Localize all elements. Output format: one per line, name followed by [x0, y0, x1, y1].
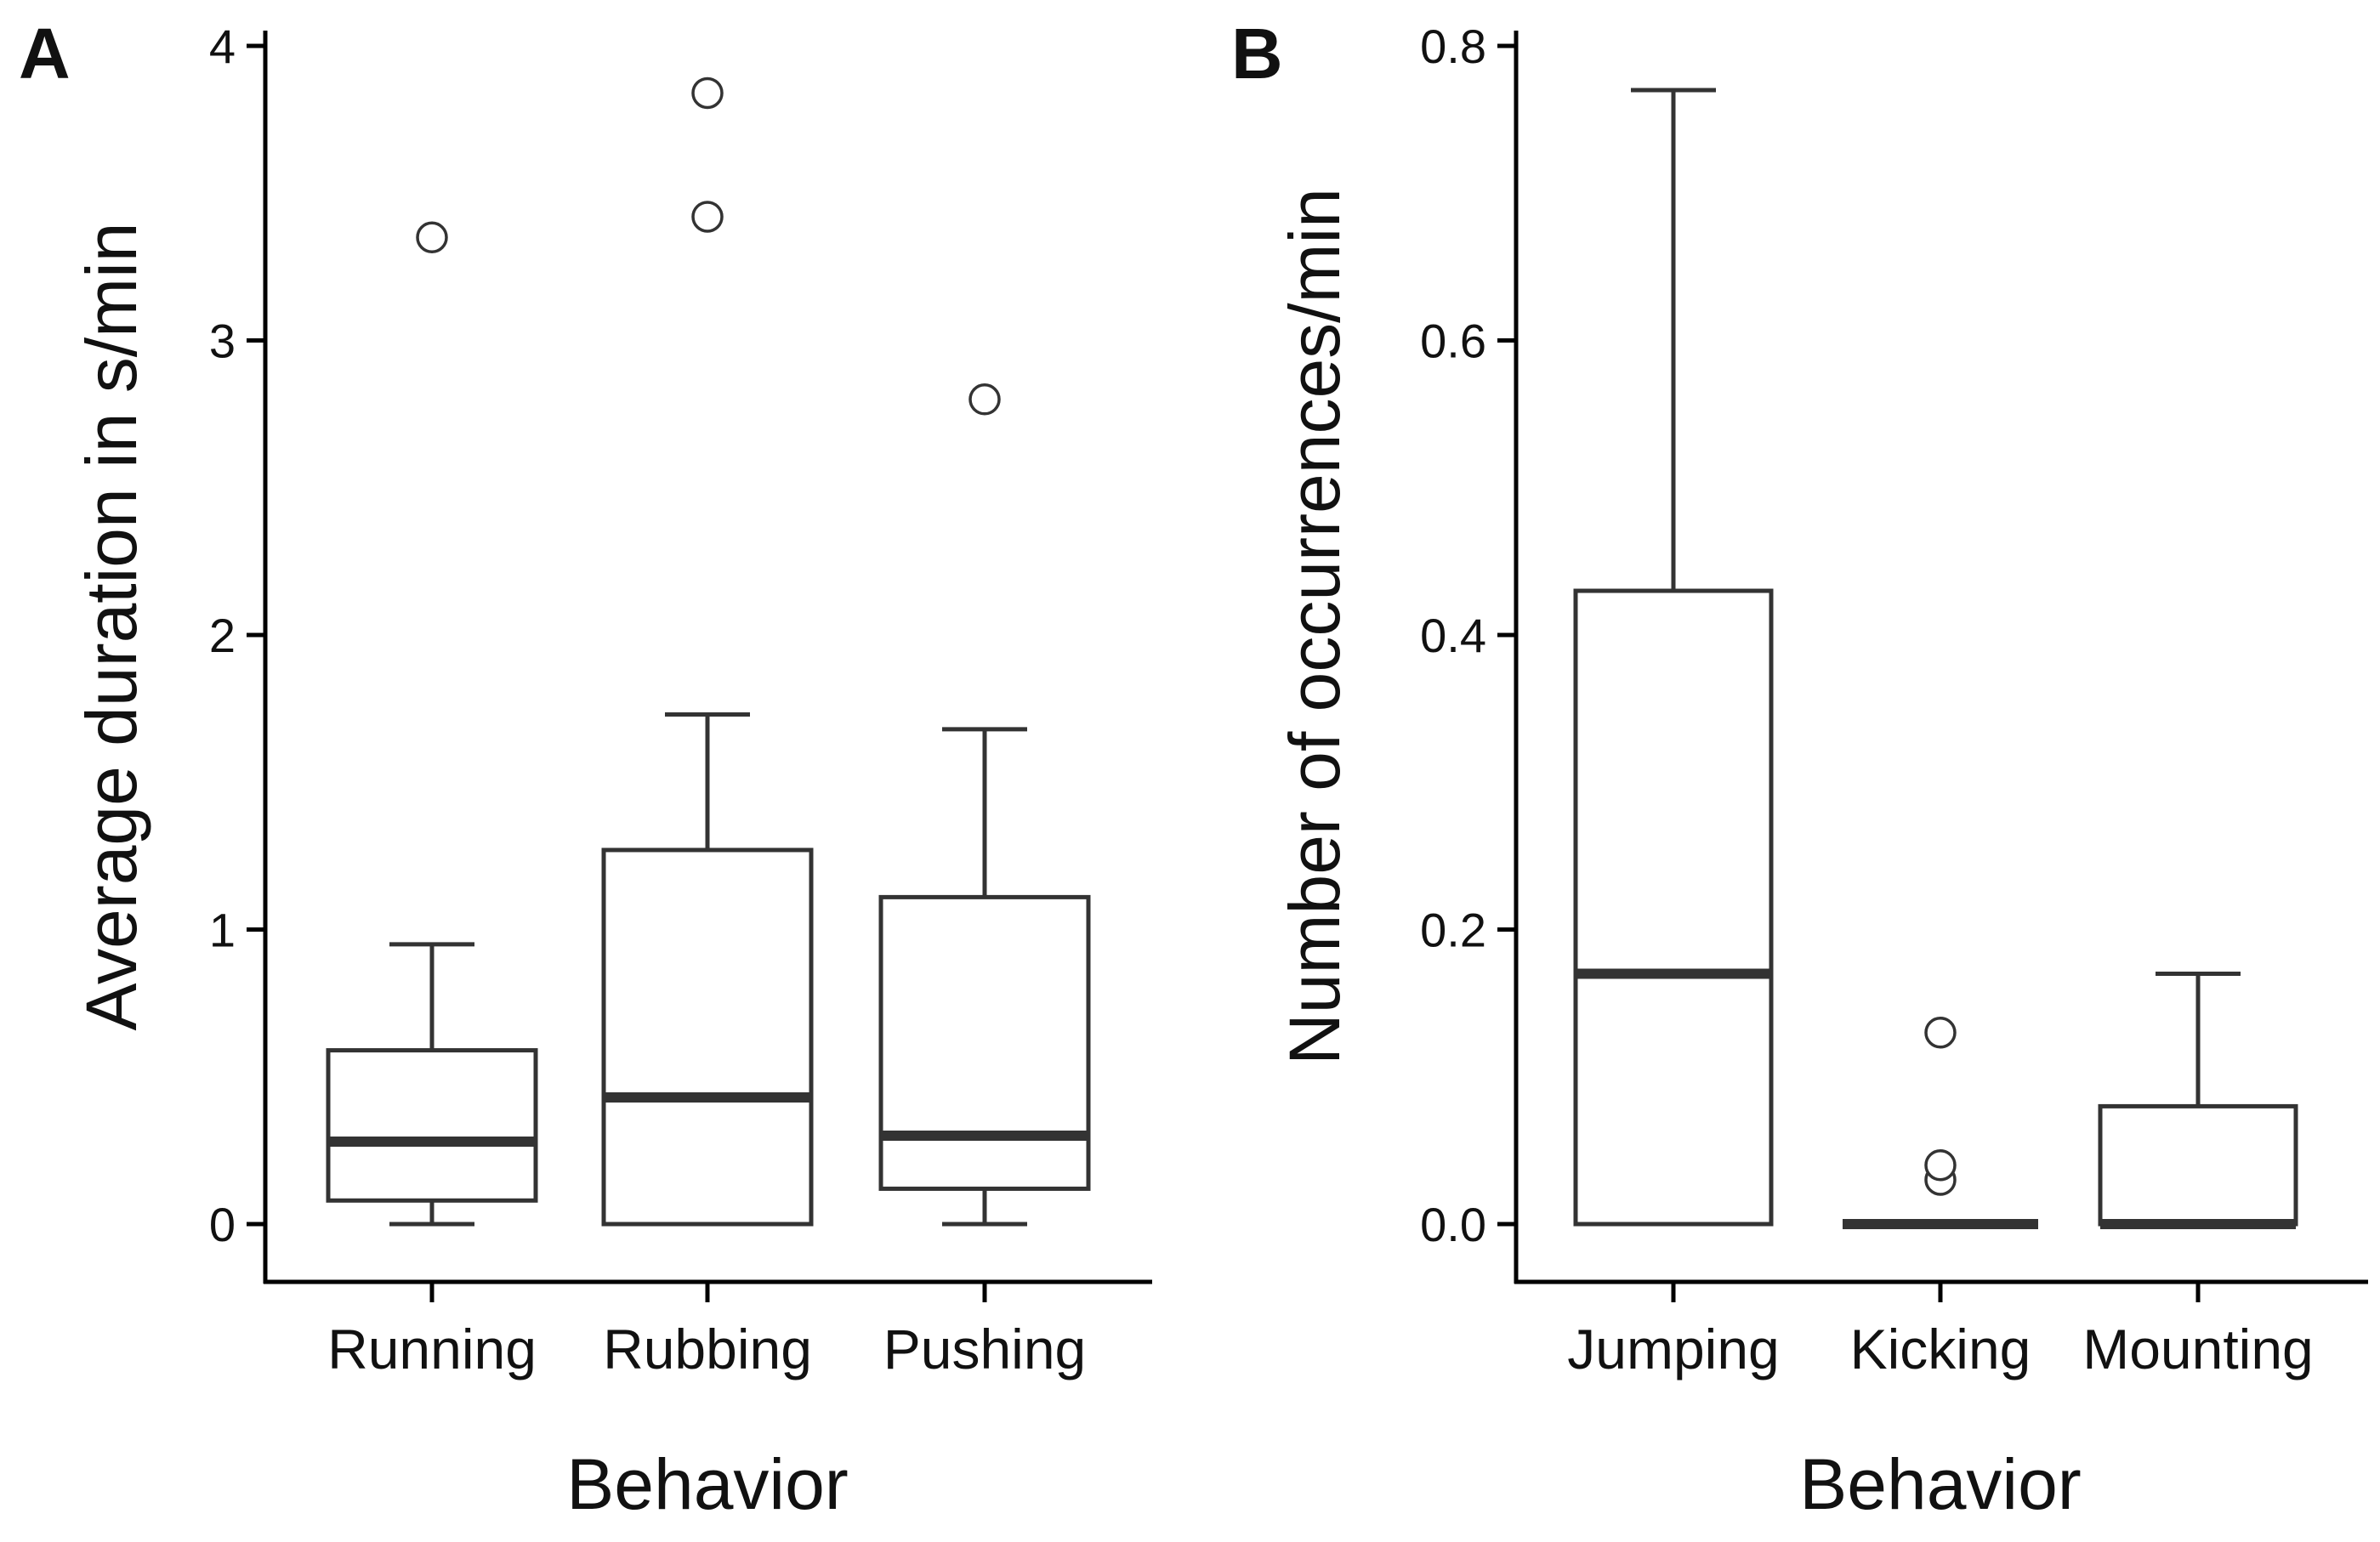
- panel-b-x-tick-label: Kicking: [1850, 1318, 2031, 1380]
- panel-a-x-axis-title: Behavior: [566, 1444, 849, 1524]
- outlier-point: [691, 201, 724, 233]
- panel-b-y-axis-title: Number of occurrences/min: [1275, 188, 1355, 1065]
- panel-b-axes: 0.0 0.2 0.4 0.6 0.8 Jumping Kicking Mounting: [1420, 20, 2368, 1380]
- panel-a-box-rubbing: [601, 77, 814, 1227]
- panel-b-y-tick-label: 0.2: [1420, 904, 1486, 957]
- panel-a-y-tick-label: 3: [209, 315, 236, 368]
- panel-a-y-axis-title: Average duration in s/min: [71, 223, 151, 1031]
- outlier-point: [1924, 1148, 1957, 1182]
- panel-b-boxes: [1573, 88, 2298, 1229]
- panel-b-y-tick-label: 0.0: [1420, 1198, 1486, 1251]
- outlier-point: [416, 221, 448, 253]
- panel-a-x-tick-label: Rubbing: [603, 1318, 812, 1380]
- panel-a-axes: 0 1 2 3 4 Running Rubbing Pushing: [209, 20, 1152, 1380]
- panel-b-y-tick-label: 0.6: [1420, 315, 1486, 368]
- box-iqr: [326, 1048, 538, 1203]
- panel-b-x-tick-label: Jumping: [1567, 1318, 1779, 1380]
- outlier-point: [691, 77, 724, 110]
- panel-a-box-running: [326, 221, 538, 1227]
- panel-a-y-tick-label: 1: [209, 904, 236, 957]
- outlier-point: [1924, 1017, 1957, 1049]
- panel-a-x-tick-label: Pushing: [883, 1318, 1087, 1380]
- panel-a-x-tick-label: Running: [327, 1318, 537, 1380]
- panel-b-y-tick-label: 0.8: [1420, 20, 1486, 73]
- panel-b: B Number of occurrences/min Behavior 0.0…: [1231, 14, 2368, 1524]
- panel-b-y-tick-label: 0.4: [1420, 609, 1486, 662]
- outlier-point: [968, 383, 1001, 416]
- panel-b-box-mounting: [2098, 971, 2298, 1229]
- box-iqr: [601, 848, 814, 1227]
- panel-a-box-pushing: [878, 383, 1091, 1227]
- box-iqr: [2098, 1103, 2298, 1227]
- panel-b-x-axis-title: Behavior: [1799, 1444, 2082, 1524]
- panel-a-y-tick-label: 0: [209, 1198, 236, 1251]
- panel-a-y-tick-label: 4: [209, 20, 236, 73]
- panel-a-boxes: [326, 77, 1091, 1227]
- panel-a: A Average duration in s/min Behavior 0 1 2…: [19, 14, 1152, 1524]
- box-iqr: [1573, 588, 1774, 1227]
- panel-b-box-kicking: [1843, 1017, 2038, 1229]
- panel-b-letter: B: [1231, 14, 1283, 94]
- panel-b-x-tick-label: Mounting: [2082, 1318, 2314, 1380]
- panel-a-letter: A: [19, 14, 71, 94]
- panel-a-y-tick-label: 2: [209, 609, 236, 662]
- panel-b-box-jumping: [1573, 88, 1774, 1227]
- box-iqr: [878, 894, 1091, 1191]
